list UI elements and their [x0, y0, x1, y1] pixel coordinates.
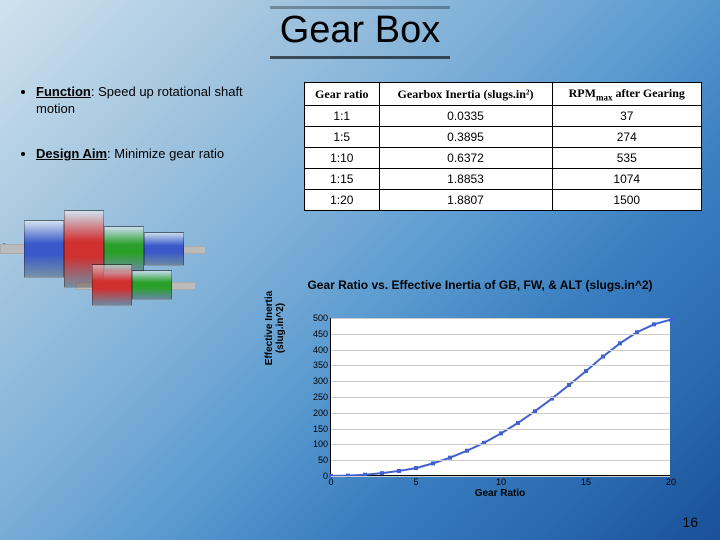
- th-gear-ratio: Gear ratio: [305, 83, 380, 106]
- effective-inertia-chart: Gear Ratio vs. Effective Inertia of GB, …: [260, 278, 700, 512]
- chart-title: Gear Ratio vs. Effective Inertia of GB, …: [260, 278, 700, 292]
- gear-ratio-table: Gear ratio Gearbox Inertia (slugs.in²) R…: [304, 82, 702, 211]
- chart-ylabel: Effective Inertia (slug.in^2): [264, 268, 286, 388]
- page-number: 16: [682, 514, 698, 530]
- th-rpm: RPMmax after Gearing: [552, 83, 702, 106]
- th-inertia: Gearbox Inertia (slugs.in²): [379, 83, 552, 106]
- gearbox-diagram: [0, 196, 256, 326]
- bullet-list: Function: Speed up rotational shaft moti…: [22, 84, 282, 191]
- bullet-item: Function: Speed up rotational shaft moti…: [36, 84, 282, 118]
- chart-plot-area: 05010015020025030035040045050005101520: [330, 318, 670, 476]
- slide-title: Gear Box: [270, 6, 451, 59]
- chart-xlabel: Gear Ratio: [330, 488, 670, 499]
- bullet-item: Design Aim: Minimize gear ratio: [36, 146, 282, 163]
